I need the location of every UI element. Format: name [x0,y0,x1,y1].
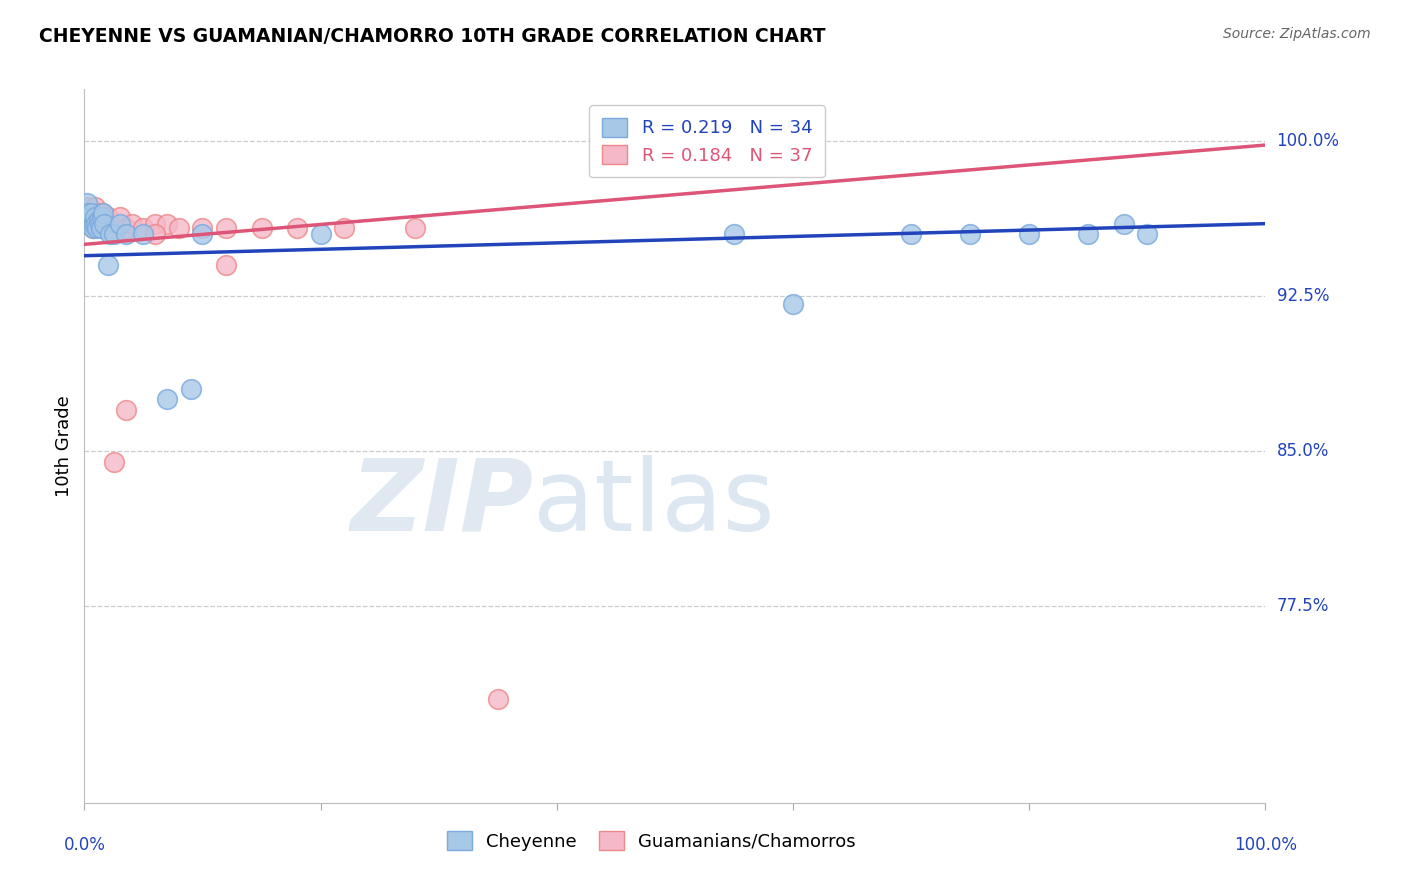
Point [97,211,120,225]
Point [143,227,166,241]
Text: 77.5%: 77.5% [1277,598,1329,615]
Point [114,402,136,417]
Point [84,217,107,231]
Point [309,227,332,241]
Point [132,220,155,235]
Point [84,211,107,225]
Point [97,258,120,272]
Point [959,227,981,241]
Point [114,220,136,235]
Point [77,217,100,231]
Text: ZIP: ZIP [350,455,533,551]
Point [82,220,104,235]
Point [91,206,114,220]
Point [215,220,238,235]
Text: 85.0%: 85.0% [1277,442,1329,460]
Point [156,217,179,231]
Point [143,217,166,231]
Text: 100.0%: 100.0% [1277,132,1340,150]
Point [404,220,426,235]
Point [114,227,136,241]
Point [77,206,100,220]
Point [87,206,110,220]
Point [79,211,101,225]
Point [86,217,108,231]
Point [90,220,112,235]
Point [94,217,117,231]
Point [121,217,143,231]
Point [98,227,121,241]
Point [87,212,110,227]
Point [285,220,308,235]
Point [900,227,922,241]
Point [80,206,103,220]
Point [156,392,179,407]
Point [89,217,111,231]
Point [90,211,112,225]
Point [191,220,214,235]
Point [333,220,356,235]
Point [215,258,238,272]
Text: Source: ZipAtlas.com: Source: ZipAtlas.com [1223,27,1371,41]
Point [77,211,100,225]
Point [91,211,114,225]
Point [98,220,121,235]
Point [89,217,111,231]
Point [1136,227,1159,241]
Point [782,297,804,311]
Point [1018,227,1040,241]
Point [83,217,105,231]
Point [180,382,202,396]
Point [1112,217,1135,231]
Point [80,206,103,220]
Point [84,200,107,214]
Point [93,217,115,231]
Point [167,220,190,235]
Point [82,220,104,235]
Point [83,211,105,225]
Point [723,227,745,241]
Point [86,220,108,235]
Point [84,211,107,225]
Point [132,227,155,241]
Text: 92.5%: 92.5% [1277,287,1329,305]
Point [103,454,125,468]
Text: 100.0%: 100.0% [1234,836,1296,855]
Point [76,200,98,214]
Point [103,227,125,241]
Point [77,206,100,220]
Point [108,211,131,225]
Point [93,211,115,225]
Text: CHEYENNE VS GUAMANIAN/CHAMORRO 10TH GRADE CORRELATION CHART: CHEYENNE VS GUAMANIAN/CHAMORRO 10TH GRAD… [39,27,825,45]
Point [79,217,101,231]
Point [1077,227,1099,241]
Point [250,220,273,235]
Text: atlas: atlas [533,455,775,551]
Point [486,692,509,706]
Point [76,196,98,211]
Y-axis label: 10th Grade: 10th Grade [55,395,73,497]
Point [91,206,114,220]
Point [191,227,214,241]
Legend: Cheyenne, Guamanians/Chamorros: Cheyenne, Guamanians/Chamorros [439,824,863,858]
Point [108,217,131,231]
Text: 0.0%: 0.0% [63,836,105,855]
Point [91,220,114,235]
